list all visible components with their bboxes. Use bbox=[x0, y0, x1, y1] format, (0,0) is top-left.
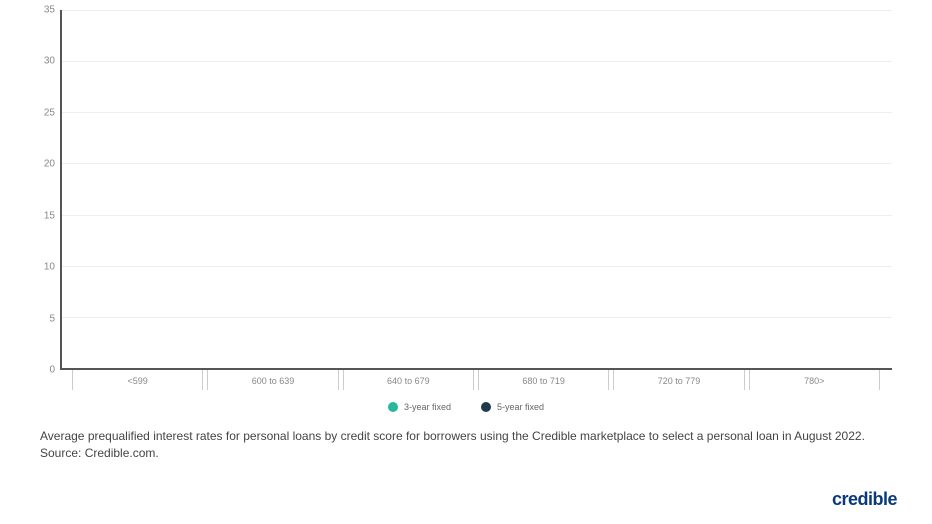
bars-container bbox=[62, 10, 892, 368]
gridline bbox=[62, 112, 892, 113]
chart-caption: Average prequalified interest rates for … bbox=[40, 428, 892, 462]
legend: 3-year fixed 5-year fixed bbox=[30, 402, 902, 412]
x-tick-label: 640 to 679 bbox=[343, 370, 474, 390]
y-tick-label: 5 bbox=[49, 313, 55, 324]
legend-swatch bbox=[388, 402, 398, 412]
legend-label: 3-year fixed bbox=[404, 402, 451, 412]
legend-label: 5-year fixed bbox=[497, 402, 544, 412]
legend-item: 5-year fixed bbox=[481, 402, 544, 412]
brand-logo: credible bbox=[832, 489, 897, 510]
y-axis: 05101520253035 bbox=[35, 10, 60, 370]
gridline bbox=[62, 61, 892, 62]
y-tick-label: 10 bbox=[44, 262, 55, 273]
y-tick-label: 20 bbox=[44, 159, 55, 170]
gridline bbox=[62, 215, 892, 216]
x-axis: <599600 to 639640 to 679680 to 719720 to… bbox=[60, 370, 892, 390]
y-tick-label: 25 bbox=[44, 107, 55, 118]
legend-item: 3-year fixed bbox=[388, 402, 451, 412]
gridline bbox=[62, 10, 892, 11]
x-tick-label: 780> bbox=[749, 370, 880, 390]
y-tick-label: 35 bbox=[44, 5, 55, 16]
x-tick-label: 600 to 639 bbox=[207, 370, 338, 390]
gridline bbox=[62, 163, 892, 164]
x-tick-label: 680 to 719 bbox=[478, 370, 609, 390]
gridline bbox=[62, 317, 892, 318]
gridline bbox=[62, 266, 892, 267]
y-tick-label: 15 bbox=[44, 210, 55, 221]
x-tick-label: 720 to 779 bbox=[613, 370, 744, 390]
x-tick-label: <599 bbox=[72, 370, 203, 390]
y-tick-label: 30 bbox=[44, 56, 55, 67]
y-tick-label: 0 bbox=[49, 365, 55, 376]
bar-chart: 05101520253035 <599600 to 639640 to 6796… bbox=[60, 10, 892, 390]
legend-swatch bbox=[481, 402, 491, 412]
plot-area bbox=[60, 10, 892, 370]
